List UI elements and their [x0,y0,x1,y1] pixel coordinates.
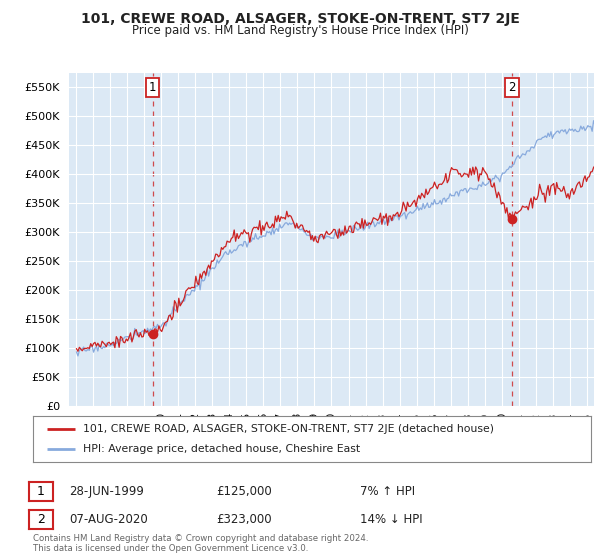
Text: £323,000: £323,000 [216,513,272,526]
Text: HPI: Average price, detached house, Cheshire East: HPI: Average price, detached house, Ches… [83,444,361,454]
Text: 7% ↑ HPI: 7% ↑ HPI [360,485,415,498]
Text: £125,000: £125,000 [216,485,272,498]
Text: 28-JUN-1999: 28-JUN-1999 [69,485,144,498]
Text: 101, CREWE ROAD, ALSAGER, STOKE-ON-TRENT, ST7 2JE: 101, CREWE ROAD, ALSAGER, STOKE-ON-TRENT… [80,12,520,26]
Text: 2: 2 [37,513,45,526]
Text: 2: 2 [508,81,516,94]
Text: Contains HM Land Registry data © Crown copyright and database right 2024.
This d: Contains HM Land Registry data © Crown c… [33,534,368,553]
Text: 07-AUG-2020: 07-AUG-2020 [69,513,148,526]
Text: 1: 1 [149,81,156,94]
Text: 101, CREWE ROAD, ALSAGER, STOKE-ON-TRENT, ST7 2JE (detached house): 101, CREWE ROAD, ALSAGER, STOKE-ON-TRENT… [83,424,494,434]
Text: 14% ↓ HPI: 14% ↓ HPI [360,513,422,526]
Text: 1: 1 [37,485,45,498]
Text: Price paid vs. HM Land Registry's House Price Index (HPI): Price paid vs. HM Land Registry's House … [131,24,469,36]
